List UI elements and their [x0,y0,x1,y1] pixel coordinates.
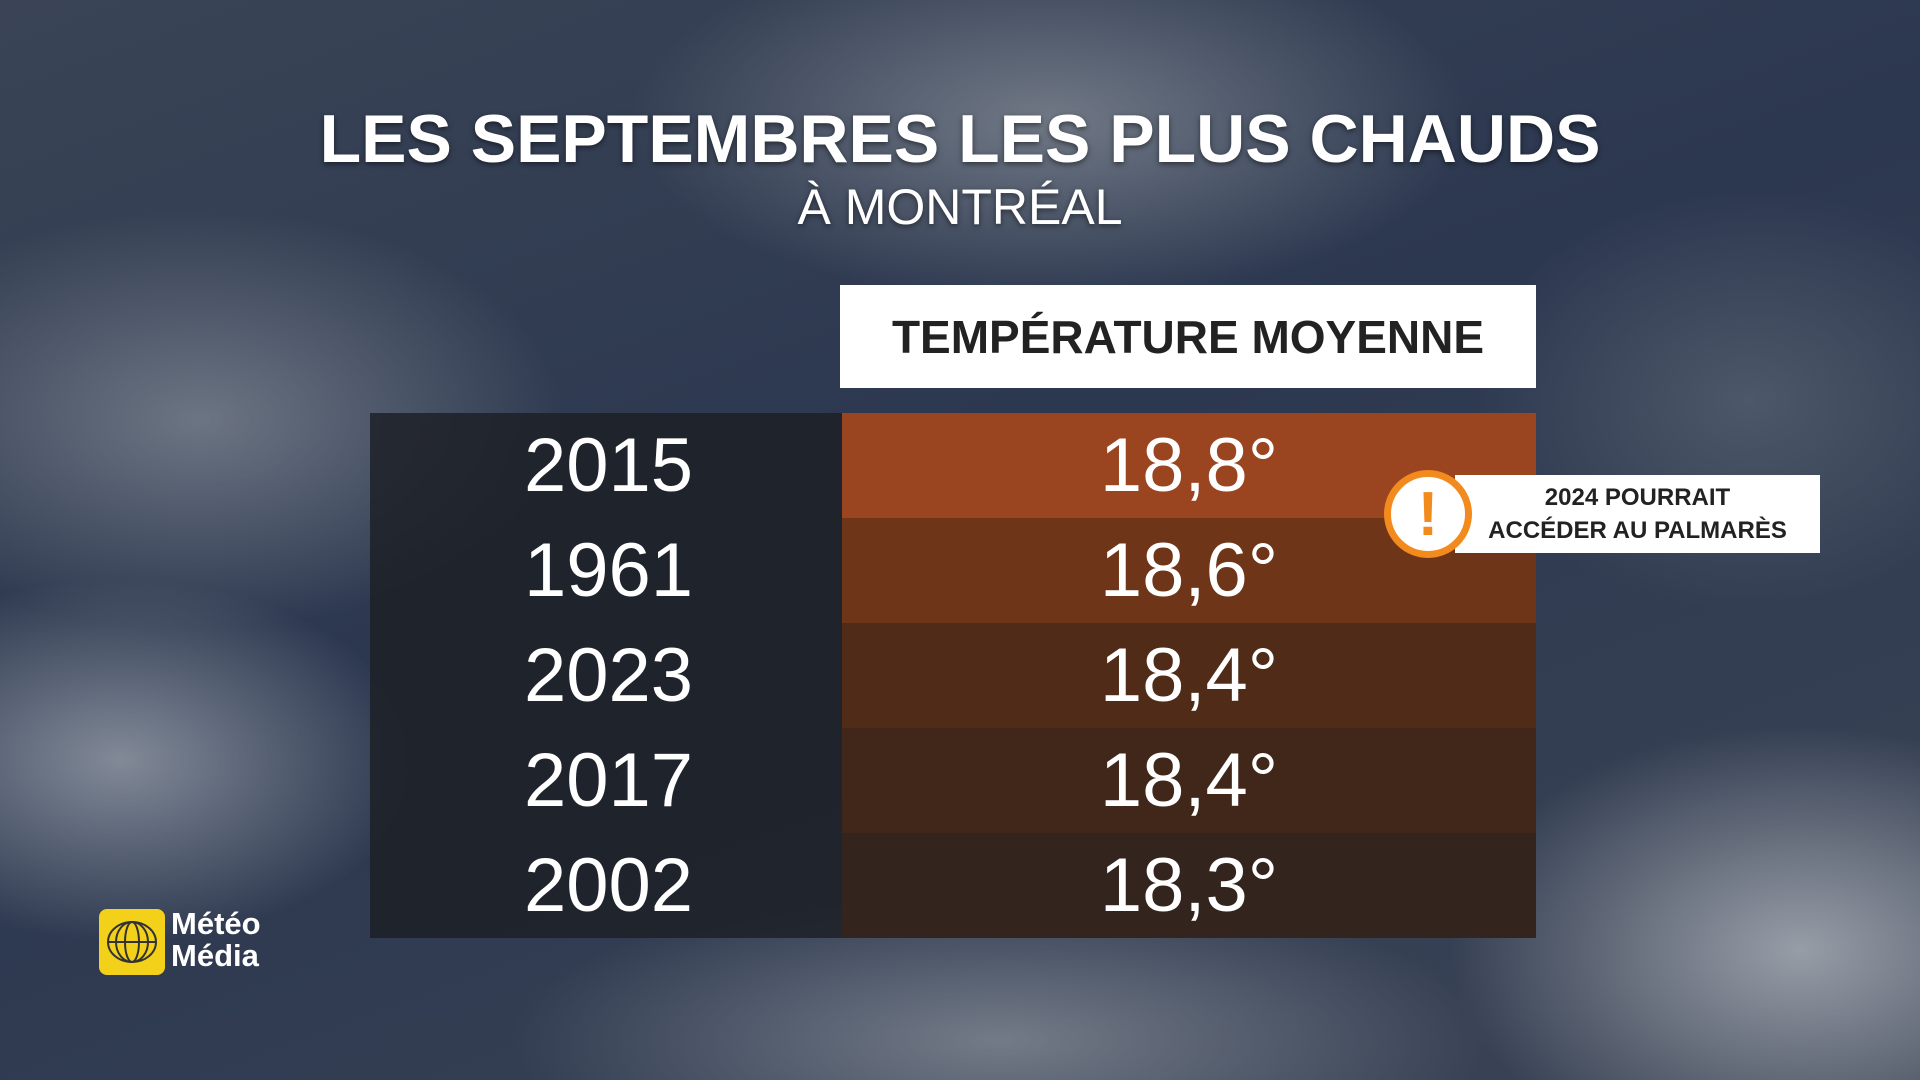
table-row: 2017 18,4° [370,728,1536,833]
callout-line: 2024 POURRAIT [1544,484,1731,511]
temperature-cell: 18,4° [842,728,1536,833]
temperature-cell: 18,3° [842,833,1536,938]
table-header: TEMPÉRATURE MOYENNE [840,285,1536,388]
table-row: 2023 18,4° [370,623,1536,728]
year-cell: 1961 [370,518,842,623]
logo-icon [107,921,157,963]
table-row: 1961 18,6° [370,518,1536,623]
callout: 2024 POURRAIT ACCÉDER AU PALMARÈS [1455,475,1820,553]
year-cell: 2023 [370,623,842,728]
logo-text: Météo Média [171,908,261,972]
table-row: 2002 18,3° [370,833,1536,938]
logo-line: Média [171,938,259,973]
subtitle: À MONTRÉAL [797,179,1123,235]
callout-line: ACCÉDER AU PALMARÈS [1488,517,1787,544]
title: LES SEPTEMBRES LES PLUS CHAUDS [319,101,1601,177]
table-row: 2015 18,8° [370,413,1536,518]
year-cell: 2015 [370,413,842,518]
warning-icon: ! [1384,470,1472,558]
logo-mark [99,909,165,975]
logo-line: Météo [171,906,261,941]
temperature-cell: 18,4° [842,623,1536,728]
year-cell: 2017 [370,728,842,833]
year-cell: 2002 [370,833,842,938]
